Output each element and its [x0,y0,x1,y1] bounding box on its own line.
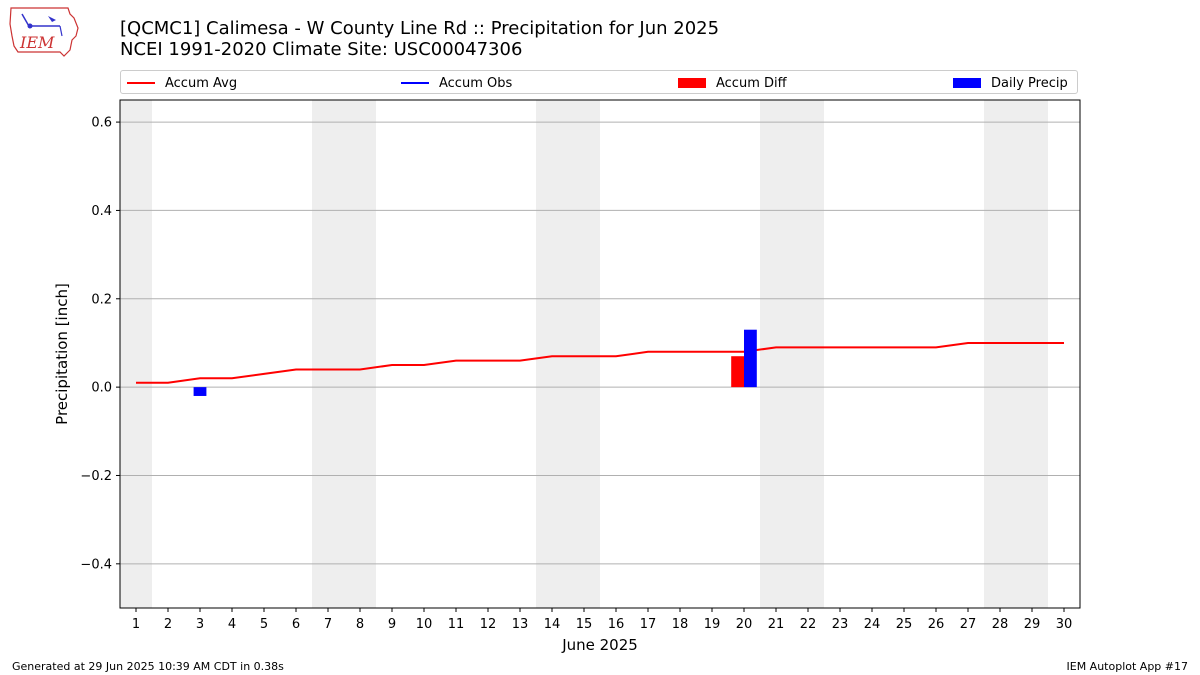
y-tick-label: 0.4 [91,204,112,219]
x-tick-label: 6 [292,617,300,632]
x-tick-label: 22 [800,617,817,632]
chart-legend: Accum Avg Accum Obs Accum Diff Daily Pre… [120,70,1078,94]
weekend-shade-2 [536,100,600,608]
x-tick-label: 11 [448,617,465,632]
logo-text: IEM [19,33,55,52]
weekend-shade-4 [984,100,1048,608]
x-tick-label: 23 [832,617,849,632]
x-tick-label: 1 [132,617,140,632]
legend-swatch-daily-precip [953,78,981,88]
x-tick-label: 30 [1056,617,1073,632]
iem-logo: IEM [8,6,80,58]
generated-timestamp: Generated at 29 Jun 2025 10:39 AM CDT in… [12,660,284,673]
y-tick-label: −0.4 [80,557,112,572]
title-line-2: NCEI 1991-2020 Climate Site: USC00047306 [120,39,523,60]
x-tick-label: 12 [480,617,497,632]
x-tick-label: 17 [640,617,657,632]
x-tick-label: 5 [260,617,268,632]
x-tick-label: 27 [960,617,977,632]
weekend-shade-3 [760,100,824,608]
x-tick-label: 2 [164,617,172,632]
y-tick-label: −0.2 [80,469,112,484]
x-axis-label: June 2025 [561,636,638,654]
x-tick-label: 24 [864,617,881,632]
legend-swatch-accum-diff [678,78,706,88]
x-tick-label: 9 [388,617,396,632]
legend-item-daily-precip: Daily Precip [953,71,1068,95]
bar-accum-diff [731,356,744,388]
legend-item-accum-avg: Accum Avg [127,71,237,95]
series-line-accum-avg [136,341,1064,384]
x-tick-label: 14 [544,617,561,632]
x-tick-label: 15 [576,617,593,632]
legend-label-daily-precip: Daily Precip [991,75,1068,91]
chart-title: [QCMC1] Calimesa - W County Line Rd :: P… [120,18,719,60]
legend-label-accum-diff: Accum Diff [716,75,787,91]
x-tick-label: 8 [356,617,364,632]
weekend-shade-0 [120,100,152,608]
bar-daily-precip [193,387,207,396]
x-tick-label: 28 [992,617,1009,632]
y-axis-label: Precipitation [inch] [53,283,71,425]
bar-daily-precip [744,329,757,388]
title-line-1: [QCMC1] Calimesa - W County Line Rd :: P… [120,18,720,39]
y-tick-label: 0.0 [91,381,112,396]
plot-frame [119,99,1081,609]
x-tick-label: 18 [672,617,689,632]
legend-item-accum-diff: Accum Diff [678,71,787,95]
x-tick-label: 4 [228,617,236,632]
x-tick-label: 13 [512,617,529,632]
y-tick-label: 0.2 [91,292,112,307]
x-tick-label: 19 [704,617,721,632]
legend-label-accum-avg: Accum Avg [165,75,238,91]
y-tick-label: 0.6 [91,116,112,131]
weekend-shade-1 [312,100,376,608]
x-tick-label: 10 [416,617,433,632]
legend-swatch-accum-obs [401,82,429,84]
legend-swatch-accum-avg [127,82,155,84]
x-tick-label: 29 [1024,617,1041,632]
x-tick-label: 21 [768,617,785,632]
x-tick-label: 7 [324,617,332,632]
x-tick-label: 16 [608,617,625,632]
x-tick-label: 20 [736,617,753,632]
x-tick-label: 25 [896,617,913,632]
legend-label-accum-obs: Accum Obs [439,75,513,91]
x-tick-label: 26 [928,617,945,632]
legend-item-accum-obs: Accum Obs [401,71,512,95]
x-tick-label: 3 [196,617,204,632]
app-label: IEM Autoplot App #17 [1066,660,1189,673]
